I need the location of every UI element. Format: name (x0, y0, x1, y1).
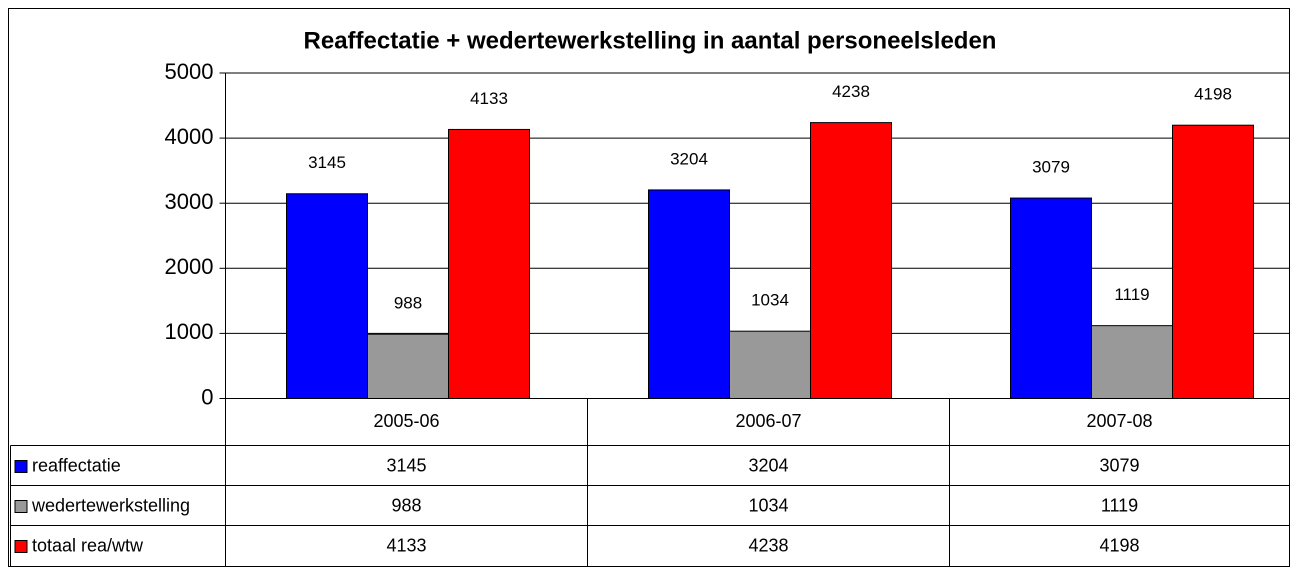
table-cell: 4238 (748, 535, 788, 555)
table-cell: 4198 (1099, 535, 1139, 555)
bar (648, 189, 730, 399)
bar (1010, 197, 1092, 399)
legend-key (14, 500, 28, 513)
y-tick-label: 1000 (165, 319, 214, 344)
data-label: 4133 (470, 89, 508, 108)
bar (729, 330, 811, 400)
bar (1172, 124, 1254, 399)
bar (1091, 325, 1173, 400)
table-cell: 988 (391, 495, 421, 515)
y-tick-label: 5000 (165, 59, 214, 84)
legend-label: totaal rea/wtw (32, 535, 144, 555)
legend-key (14, 540, 28, 553)
table-cell: 3145 (386, 455, 426, 475)
data-label: 1034 (751, 291, 789, 310)
y-tick-label: 4000 (165, 124, 214, 149)
y-tick-label: 2000 (165, 254, 214, 279)
data-label: 3145 (308, 153, 346, 172)
x-tick-label: 2006-07 (735, 411, 801, 431)
table-cell: 3204 (748, 455, 788, 475)
y-tick-label: 0 (201, 384, 213, 409)
data-label: 3204 (670, 149, 708, 168)
data-label: 988 (394, 294, 422, 313)
table-cell: 3079 (1099, 455, 1139, 475)
legend-key (14, 460, 28, 473)
data-label: 1119 (1114, 285, 1149, 304)
x-tick-label: 2005-06 (373, 411, 439, 431)
bar (286, 193, 368, 399)
table-cell: 4133 (386, 535, 426, 555)
chart-title: Reaffectatie + wedertewerkstelling in aa… (304, 27, 997, 54)
table-cell: 1119 (1101, 495, 1138, 515)
y-tick-label: 3000 (165, 189, 214, 214)
data-label: 4238 (832, 82, 870, 101)
bar (367, 333, 449, 400)
bar (810, 122, 892, 399)
x-tick-label: 2007-08 (1086, 411, 1152, 431)
table-cell: 1034 (748, 495, 788, 515)
data-label: 4198 (1194, 85, 1232, 104)
legend-label: reaffectatie (32, 455, 121, 475)
bar (448, 128, 530, 399)
legend-label: wedertewerkstelling (31, 495, 190, 515)
data-label: 3079 (1032, 158, 1070, 177)
